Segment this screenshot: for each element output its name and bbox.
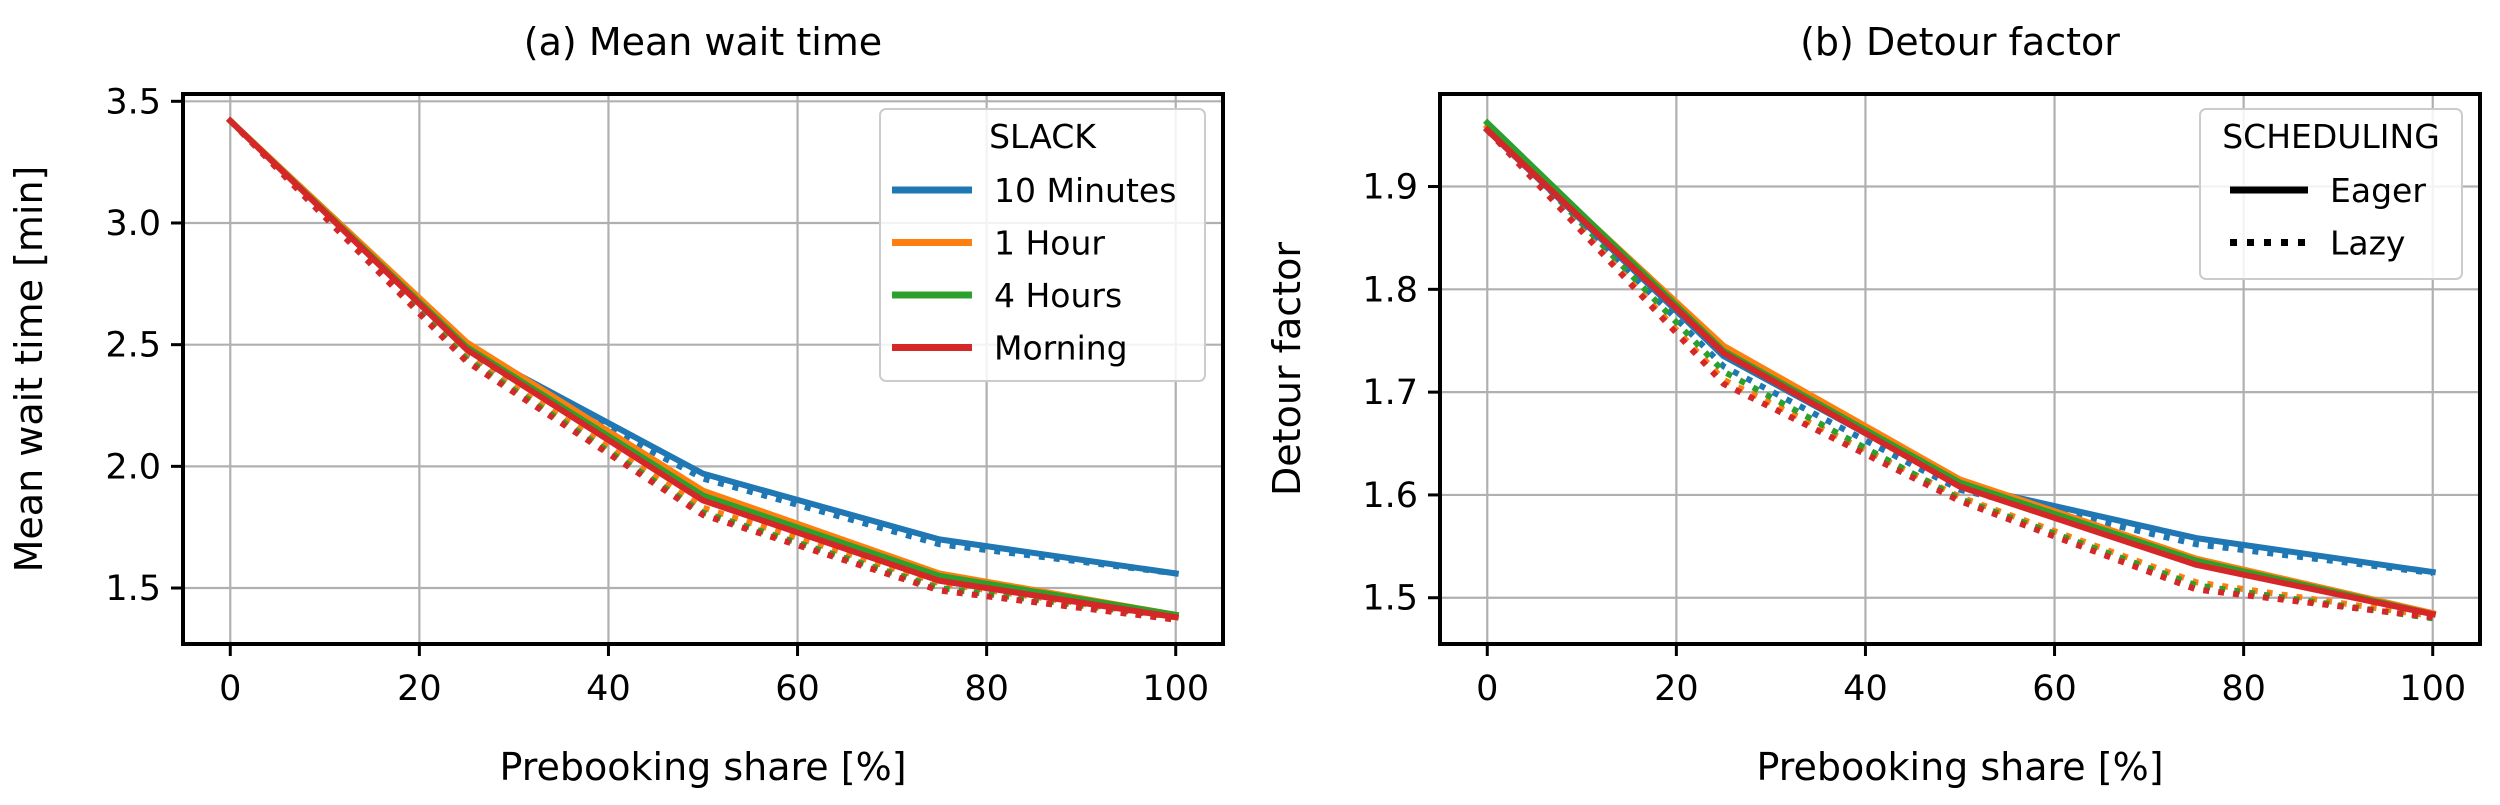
legend-frame <box>879 108 1206 382</box>
detour-series <box>1483 118 2437 622</box>
series-line-4-hours-dotted <box>1485 122 2434 622</box>
detour-axes-frame <box>1438 92 2482 646</box>
x-tick-label: 40 <box>1843 669 1888 709</box>
series-line-morning-dotted <box>228 118 1177 623</box>
x-tick-label: 0 <box>219 669 241 709</box>
y-tick-label: 3.0 <box>105 204 161 244</box>
y-tick-label: 1.9 <box>1362 168 1418 208</box>
legend-label-eager: Eager <box>2330 171 2426 210</box>
mean-wait-axes-frame <box>181 92 1225 646</box>
legend-label-10-minutes: 10 Minutes <box>994 171 1176 210</box>
y-tick-label: 2.0 <box>105 447 161 487</box>
mean-wait-panel: 0 20 40 60 80 100 1.5 2.0 2.5 3.0 3.5 (a) Mean wait… <box>7 20 1225 789</box>
x-tick-label: 60 <box>775 669 820 709</box>
y-tick-label: 1.7 <box>1362 373 1418 413</box>
x-tick-label: 0 <box>1476 669 1498 709</box>
x-tick-label: 100 <box>1142 669 1209 709</box>
legend-label-1-hour: 1 Hour <box>994 224 1105 263</box>
mean-wait-y-axis-label: Mean wait time [min] <box>7 166 51 573</box>
legend-title: SLACK <box>989 117 1097 156</box>
y-tick-label: 1.8 <box>1362 270 1418 310</box>
legend-frame <box>2199 108 2463 280</box>
detour-y-axis-label: Detour factor <box>1265 242 1309 496</box>
legend-label-lazy: Lazy <box>2330 224 2405 263</box>
detour-x-axis-label: Prebooking share [%] <box>1756 745 2163 789</box>
y-tick-label: 1.5 <box>1362 579 1418 619</box>
legend-label-4-hours: 4 Hours <box>994 276 1122 315</box>
series-line-morning-solid <box>226 116 1180 621</box>
y-tick-label: 2.5 <box>105 326 161 366</box>
legend-label-morning: Morning <box>994 329 1128 368</box>
legend-title: SCHEDULING <box>2222 117 2440 156</box>
detour-legend: SCHEDULING Eager Lazy <box>2199 108 2463 280</box>
x-tick-label: 80 <box>964 669 1009 709</box>
detour-title: (b) Detour factor <box>1800 20 2120 64</box>
mean-wait-x-axis-label: Prebooking share [%] <box>499 745 906 789</box>
mean-wait-legend: SLACK 10 Minutes 1 Hour 4 Hours Morning <box>879 108 1206 382</box>
mean-wait-title: (a) Mean wait time <box>524 20 882 64</box>
x-tick-label: 20 <box>397 669 442 709</box>
mean-wait-series <box>226 116 1180 623</box>
x-tick-label: 40 <box>586 669 631 709</box>
y-tick-label: 3.5 <box>105 82 161 122</box>
y-tick-label: 1.5 <box>105 569 161 609</box>
y-tick-label: 1.6 <box>1362 476 1418 516</box>
series-line-morning-solid <box>1483 125 2437 618</box>
x-tick-label: 80 <box>2221 669 2266 709</box>
x-tick-label: 60 <box>2032 669 2077 709</box>
x-tick-label: 20 <box>1654 669 1699 709</box>
detour-panel: 0 20 40 60 80 100 1.5 1.6 1.7 1.8 1.9 (b) Detour fa… <box>1265 20 2482 789</box>
x-tick-label: 100 <box>2399 669 2466 709</box>
